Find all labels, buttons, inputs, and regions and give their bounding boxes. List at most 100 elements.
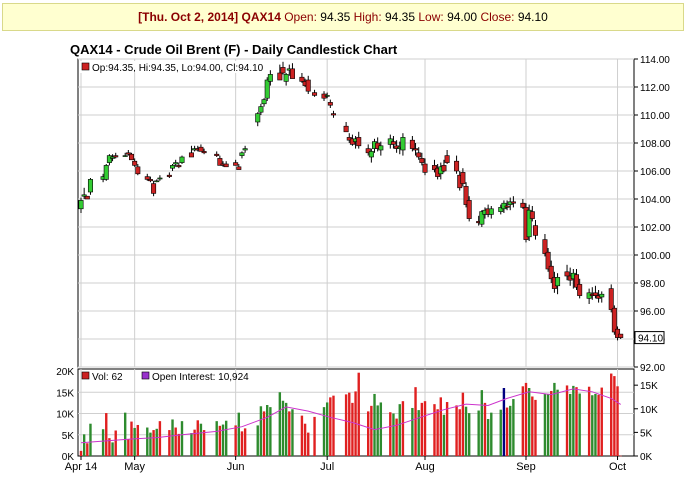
volume-bar xyxy=(445,402,449,456)
volume-bar xyxy=(587,386,591,456)
candle-body xyxy=(564,271,570,277)
candle-body xyxy=(233,162,239,166)
volume-left-tick-label: 5K xyxy=(62,431,75,442)
volume-bar xyxy=(307,432,310,456)
volume-bar xyxy=(436,409,439,456)
price-tick-label: 96.00 xyxy=(640,307,665,318)
price-tick-label: 112.00 xyxy=(640,83,670,94)
candle-body xyxy=(520,202,526,208)
volume-bar xyxy=(509,405,512,456)
volume-bar xyxy=(303,423,307,456)
candle-body xyxy=(267,74,273,82)
volume-bar xyxy=(155,428,158,456)
candle-body xyxy=(280,67,286,74)
candle-body xyxy=(532,225,538,236)
volume-bar xyxy=(202,430,206,456)
volume-bar xyxy=(367,411,370,456)
volume-bar xyxy=(477,410,480,456)
candle-body xyxy=(201,151,207,154)
candle-body xyxy=(599,293,605,298)
candle-body xyxy=(368,151,374,158)
volume-bar xyxy=(240,431,244,456)
candle-body xyxy=(110,156,116,159)
candle-body xyxy=(242,148,248,151)
price-tick-label: 92.00 xyxy=(640,363,665,374)
candle-body xyxy=(135,166,141,175)
time-tick-label: Oct xyxy=(609,461,626,473)
volume-bar xyxy=(174,427,177,456)
candle-body xyxy=(488,208,494,215)
volume-bar xyxy=(325,402,329,456)
candle-body xyxy=(365,148,371,154)
candle-body xyxy=(574,274,580,288)
candle-body xyxy=(611,307,617,333)
candle-body xyxy=(618,333,624,338)
candle-body xyxy=(84,195,90,200)
price-tick-label: 98.00 xyxy=(640,279,665,290)
volume-bar xyxy=(180,421,184,456)
volume-bar xyxy=(483,402,487,456)
candle-body xyxy=(312,92,318,96)
candle-body xyxy=(122,155,128,157)
volume-bar xyxy=(591,395,594,456)
candle-body xyxy=(277,72,283,81)
volume-bar xyxy=(329,397,332,456)
volume-bar xyxy=(411,407,414,456)
volume-bar xyxy=(259,406,263,456)
candle-body xyxy=(305,79,311,92)
candle-body xyxy=(390,141,396,145)
candle-body xyxy=(548,265,554,280)
candle-body xyxy=(555,277,561,287)
volume-bar xyxy=(423,401,427,456)
volume-bar xyxy=(458,409,461,456)
volume-bar xyxy=(490,412,493,456)
candle-body xyxy=(176,165,182,168)
close-label: Close: xyxy=(480,10,515,24)
candle-body xyxy=(441,165,447,172)
volume-bar xyxy=(234,425,237,456)
volume-bar xyxy=(136,424,140,456)
volume-left-tick-label: 20K xyxy=(56,367,74,378)
candle-body xyxy=(378,145,384,151)
price-tick-label: 108.00 xyxy=(640,139,671,150)
last-price-box xyxy=(634,331,665,345)
volume-left-tick-label: 0K xyxy=(62,452,75,463)
price-tick-label: 104.00 xyxy=(640,195,671,206)
volume-bar xyxy=(379,402,383,456)
volume-bar xyxy=(215,421,218,456)
volume-bar xyxy=(152,430,155,456)
volume-bar xyxy=(619,455,622,457)
volume-bar xyxy=(332,395,335,456)
candle-body xyxy=(179,156,185,163)
volume-bar xyxy=(401,401,405,456)
volume-bar xyxy=(464,406,468,456)
volume-bar xyxy=(613,376,616,456)
candle-body xyxy=(132,160,138,166)
volume-bar xyxy=(616,386,619,456)
volume-bar xyxy=(512,399,515,456)
open-label: Open: xyxy=(284,10,317,24)
candle-body xyxy=(498,207,504,212)
price-tick-label: 100.00 xyxy=(640,251,671,262)
volume-bar xyxy=(370,405,373,456)
volume-right-tick-label: 5K xyxy=(640,428,653,439)
candle-body xyxy=(460,172,466,184)
close-value: 94.10 xyxy=(517,10,548,24)
volume-bar xyxy=(224,420,228,456)
volume-bar xyxy=(149,432,152,456)
volume-bar xyxy=(597,394,600,456)
candle-body xyxy=(416,152,422,158)
volume-bar xyxy=(556,389,559,456)
volume-bar xyxy=(300,415,304,456)
open-value: 94.35 xyxy=(320,10,351,24)
candle-body xyxy=(504,205,510,208)
volume-bar xyxy=(357,372,360,456)
candle-body xyxy=(261,99,267,105)
volume-bar xyxy=(269,407,272,456)
candle-body xyxy=(413,148,419,151)
volume-bar xyxy=(531,396,534,456)
candle-body xyxy=(144,176,150,180)
candle-body xyxy=(330,113,336,116)
candle-body xyxy=(103,165,109,180)
low-value: 94.00 xyxy=(447,10,478,24)
